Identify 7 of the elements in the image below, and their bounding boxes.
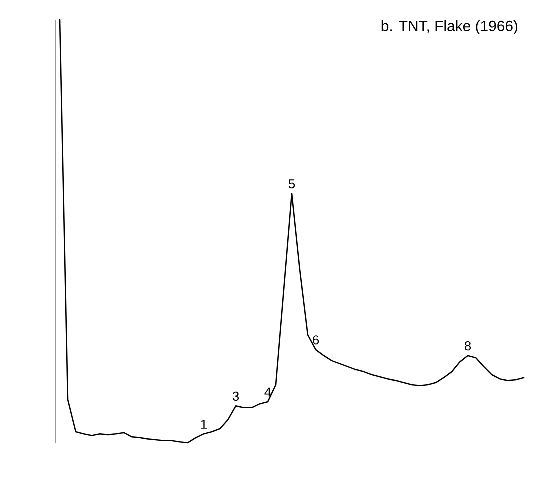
chart-title: b. TNT, Flake (1966) xyxy=(382,20,518,34)
annotation: 1 xyxy=(201,420,207,429)
annotation: 8 xyxy=(464,341,472,351)
annotation: 3 xyxy=(232,392,240,401)
annotation: 5 xyxy=(288,180,296,189)
annotation: 6 xyxy=(313,336,320,345)
annotation: 4 xyxy=(264,388,272,397)
